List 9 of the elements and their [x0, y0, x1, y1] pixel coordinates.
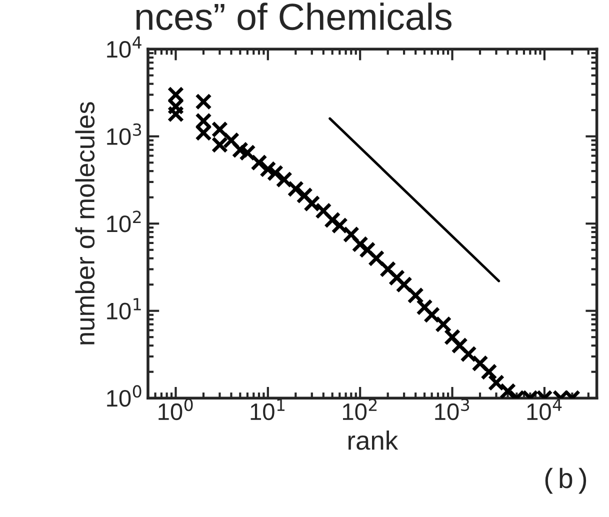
- y-axis-title: number of molecules: [75, 102, 95, 344]
- chart-title: nces” of Chemicals: [136, 2, 452, 30]
- y-tick-label: 10$^{3}$: [107, 123, 142, 145]
- y-tick-label: 10$^{0}$: [107, 385, 142, 407]
- y-tick-label: 10$^{2}$: [107, 210, 141, 232]
- text: (b): [545, 468, 586, 494]
- y-tick-label: 10$^{4}$: [107, 36, 142, 58]
- x-axis-title: rank: [348, 430, 398, 450]
- y-tick-label: 10$^{1}$: [107, 298, 141, 320]
